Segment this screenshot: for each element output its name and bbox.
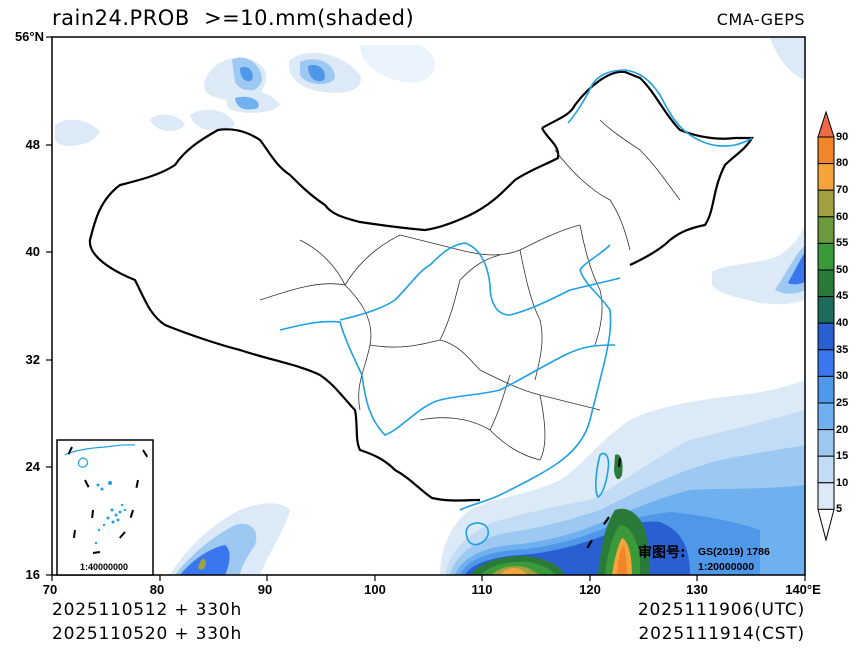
colorbar-label-60: 60 xyxy=(836,211,849,223)
y-tick-32: 32 xyxy=(25,352,40,367)
colorbar-label-35: 35 xyxy=(836,344,849,356)
y-tick-24: 24 xyxy=(25,459,40,474)
yangtze-river xyxy=(279,320,616,436)
colorbar-label-70: 70 xyxy=(836,184,849,196)
axis-ticks xyxy=(46,36,806,581)
map-frame xyxy=(51,36,806,576)
colorbar-label-30: 30 xyxy=(836,370,849,382)
colorbar-label-80: 80 xyxy=(836,157,849,169)
map-approval-code: GS(2019) 1786 xyxy=(698,546,770,558)
x-tick-90: 90 xyxy=(257,582,273,597)
coastline xyxy=(459,244,612,511)
colorbar-label-50: 50 xyxy=(836,264,849,276)
map-scale: 1:20000000 xyxy=(698,561,755,573)
x-tick-140: 140°E xyxy=(785,582,821,597)
chart-title: rain24.PROB >=10.mm(shaded) xyxy=(52,6,415,30)
x-tick-80: 80 xyxy=(149,582,165,597)
colorbar-label-90: 90 xyxy=(836,131,849,143)
y-tick-56: 56°N xyxy=(14,29,44,44)
valid-time-cst: 2025111914(CST) xyxy=(638,624,805,644)
init-time-cst: 2025110520 + 330h xyxy=(52,624,243,644)
init-time-utc: 2025110512 + 330h xyxy=(52,600,243,620)
hainan xyxy=(465,522,490,546)
colorbar-label-25: 25 xyxy=(836,397,849,409)
colorbar xyxy=(817,110,835,542)
colorbar-label-5: 5 xyxy=(836,503,843,515)
x-tick-130: 130 xyxy=(686,582,708,597)
colorbar-label-45: 45 xyxy=(836,290,849,302)
y-tick-16: 16 xyxy=(25,567,40,582)
x-tick-70: 70 xyxy=(42,582,58,597)
colorbar-label-55: 55 xyxy=(836,237,849,249)
colorbar-label-40: 40 xyxy=(836,317,849,329)
taiwan xyxy=(595,452,610,499)
yellow-river xyxy=(339,242,621,321)
colorbar-label-15: 15 xyxy=(836,450,849,462)
colorbar-label-10: 10 xyxy=(836,477,849,489)
x-tick-100: 100 xyxy=(364,582,386,597)
valid-time-utc: 2025111906(UTC) xyxy=(637,600,805,620)
x-tick-110: 110 xyxy=(471,582,493,597)
x-tick-120: 120 xyxy=(579,582,601,597)
map-lines xyxy=(88,69,754,553)
inset-scale: 1:40000000 xyxy=(80,562,129,572)
model-name: CMA-GEPS xyxy=(716,10,805,29)
colorbar-label-20: 20 xyxy=(836,424,849,436)
precip-shading xyxy=(55,37,805,575)
y-tick-48: 48 xyxy=(25,137,40,152)
y-tick-40: 40 xyxy=(25,244,40,259)
heilongjiang-river xyxy=(567,69,753,147)
inset-map xyxy=(56,439,154,576)
map-approval-label: 审图号: xyxy=(638,545,686,561)
